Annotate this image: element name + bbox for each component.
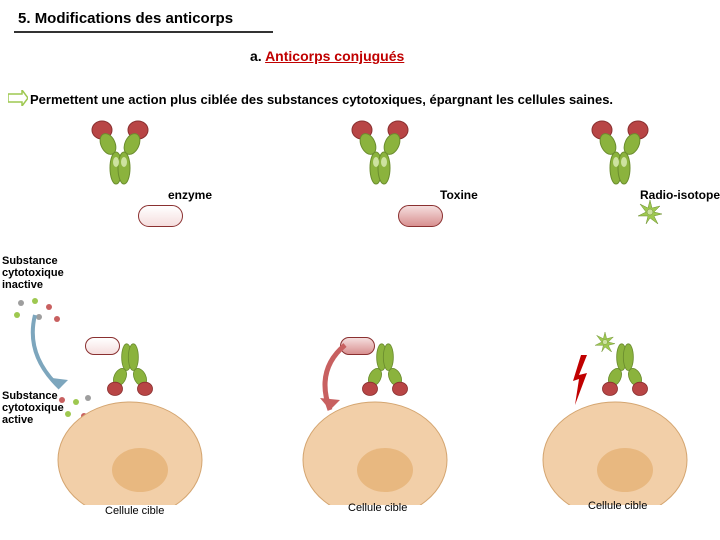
- section-title-text: Modifications des anticorps: [35, 10, 233, 27]
- section-title: 5. Modifications des anticorps: [14, 8, 273, 33]
- cell-label-3: Cellule cible: [588, 500, 647, 512]
- subtitle-text: Anticorps conjugués: [265, 48, 404, 64]
- subtitle-letter: a.: [250, 48, 262, 64]
- radio-icon: [638, 200, 662, 224]
- section-number: 5.: [18, 10, 31, 27]
- enzyme-payload: [138, 205, 183, 227]
- description-text: Permettent une action plus ciblée des su…: [30, 92, 613, 107]
- cell-3: [540, 385, 690, 505]
- lightning-icon: [573, 355, 593, 405]
- enzyme-label: enzyme: [168, 188, 212, 202]
- enzyme-payload-bottom: [85, 337, 120, 355]
- toxine-label: Toxine: [440, 188, 478, 202]
- cell-label-1: Cellule cible: [105, 505, 164, 517]
- arrow-toxine-cell: [310, 340, 360, 420]
- radio-icon-bottom: [595, 332, 615, 352]
- subtitle: a. Anticorps conjugués: [250, 48, 404, 64]
- antibody-top-3: [590, 120, 650, 190]
- antibody-top-1: [90, 120, 150, 190]
- antibody-top-2: [350, 120, 410, 190]
- inactive-label: Substance cytotoxique inactive: [2, 255, 64, 291]
- cell-label-2: Cellule cible: [348, 502, 407, 514]
- radio-label: Radio-isotope: [640, 188, 720, 202]
- toxine-payload: [398, 205, 443, 227]
- arrow-icon: [8, 90, 28, 106]
- cell-1: [55, 385, 205, 505]
